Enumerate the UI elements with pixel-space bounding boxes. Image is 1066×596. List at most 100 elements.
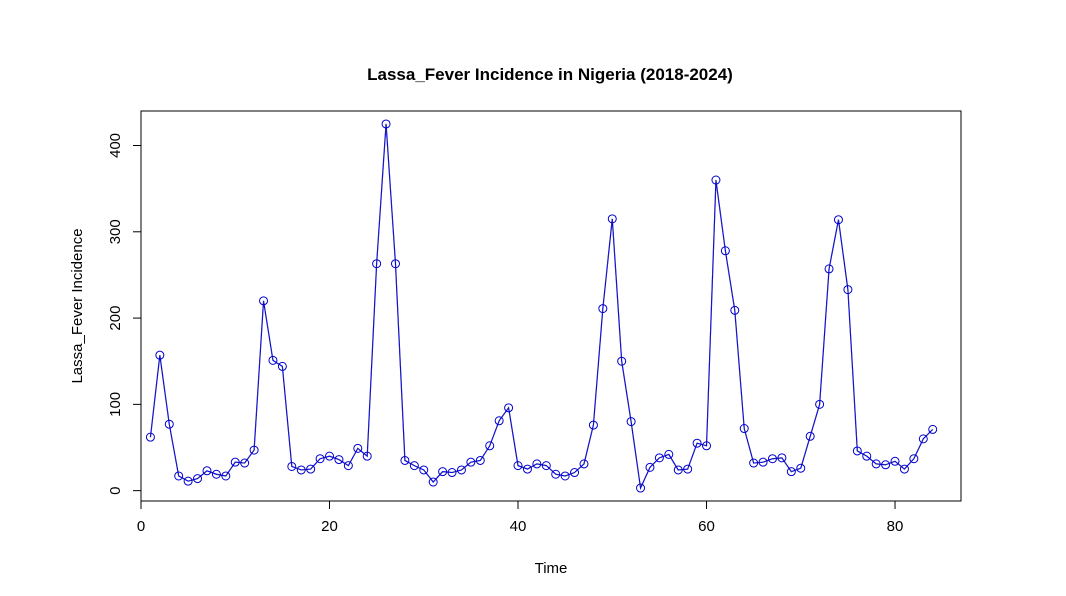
y-tick-label: 300 <box>107 219 124 244</box>
data-point <box>315 454 325 464</box>
y-tick-label: 0 <box>107 486 124 494</box>
data-point <box>777 453 787 463</box>
data-point <box>325 451 335 461</box>
data-point <box>372 259 382 269</box>
data-point <box>183 476 193 486</box>
y-tick-label: 100 <box>107 392 124 417</box>
data-point <box>720 246 730 256</box>
data-point <box>786 467 796 477</box>
data-point <box>692 438 702 448</box>
y-tick-label: 200 <box>107 306 124 331</box>
data-point <box>730 305 740 315</box>
data-point <box>664 449 674 459</box>
data-point <box>862 451 872 461</box>
x-tick-label: 0 <box>137 518 145 535</box>
data-point <box>296 465 306 475</box>
data-point <box>579 459 589 469</box>
data-point <box>918 434 928 444</box>
data-point <box>211 469 221 479</box>
chart-title: Lassa_Fever Incidence in Nigeria (2018-2… <box>367 65 733 84</box>
data-point <box>815 399 825 409</box>
data-point <box>466 457 476 467</box>
data-point <box>749 458 759 468</box>
x-tick-label: 20 <box>321 518 338 535</box>
data-point <box>522 464 532 474</box>
x-tick-label: 80 <box>887 518 904 535</box>
data-point <box>899 464 909 474</box>
data-point <box>890 456 900 466</box>
data-point <box>532 459 542 469</box>
data-point <box>230 457 240 467</box>
data-point <box>758 457 768 467</box>
data-point <box>240 458 250 468</box>
data-point <box>145 432 155 442</box>
data-point <box>739 424 749 434</box>
data-point <box>833 215 843 225</box>
data-point <box>683 464 693 474</box>
data-point <box>400 455 410 465</box>
data-point <box>617 356 627 366</box>
x-axis: 0 20 40 60 80 <box>137 501 904 535</box>
data-point <box>174 471 184 481</box>
x-axis-label: Time <box>535 560 568 577</box>
data-point <box>673 465 683 475</box>
data-point <box>805 431 815 441</box>
data-point <box>202 466 212 476</box>
data-point <box>928 424 938 434</box>
data-point <box>598 304 608 314</box>
data-point <box>277 361 287 371</box>
data-point <box>343 461 353 471</box>
data-point <box>824 264 834 274</box>
data-point <box>438 467 448 477</box>
data-point <box>390 259 400 269</box>
data-point <box>607 214 617 224</box>
series-line <box>149 123 934 491</box>
data-point <box>456 465 466 475</box>
data-point <box>475 455 485 465</box>
y-tick-label: 400 <box>107 133 124 158</box>
data-point <box>711 175 721 185</box>
data-point <box>871 459 881 469</box>
data-point <box>541 461 551 471</box>
data-point <box>796 463 806 473</box>
data-point <box>767 454 777 464</box>
data-point <box>909 454 919 464</box>
data-point <box>852 446 862 456</box>
data-point <box>334 455 344 465</box>
data-point <box>645 462 655 472</box>
data-point <box>636 483 646 493</box>
data-point <box>381 119 391 129</box>
data-point <box>654 453 664 463</box>
y-axis: 0 100 200 300 400 <box>107 133 141 495</box>
plot-area <box>145 119 938 493</box>
data-point <box>570 468 580 478</box>
data-point <box>702 441 712 451</box>
data-point <box>193 474 203 484</box>
data-point <box>588 420 598 430</box>
data-point <box>409 461 419 471</box>
data-point <box>551 469 561 479</box>
data-point <box>362 451 372 461</box>
data-point <box>353 443 363 453</box>
plot-frame <box>140 110 962 502</box>
data-point <box>494 416 504 426</box>
x-tick-label: 40 <box>510 518 527 535</box>
data-point <box>560 471 570 481</box>
data-point <box>249 445 259 455</box>
data-point <box>259 296 269 306</box>
data-point <box>485 441 495 451</box>
data-point <box>155 350 165 360</box>
data-point <box>428 477 438 487</box>
data-point <box>626 417 636 427</box>
data-point <box>287 461 297 471</box>
data-point <box>268 355 278 365</box>
data-point <box>504 403 514 413</box>
data-point <box>447 468 457 478</box>
data-point <box>419 465 429 475</box>
data-point <box>164 419 174 429</box>
x-tick-label: 60 <box>698 518 715 535</box>
data-point <box>843 285 853 295</box>
data-point <box>513 461 523 471</box>
series-dashed-overlay <box>149 123 934 491</box>
